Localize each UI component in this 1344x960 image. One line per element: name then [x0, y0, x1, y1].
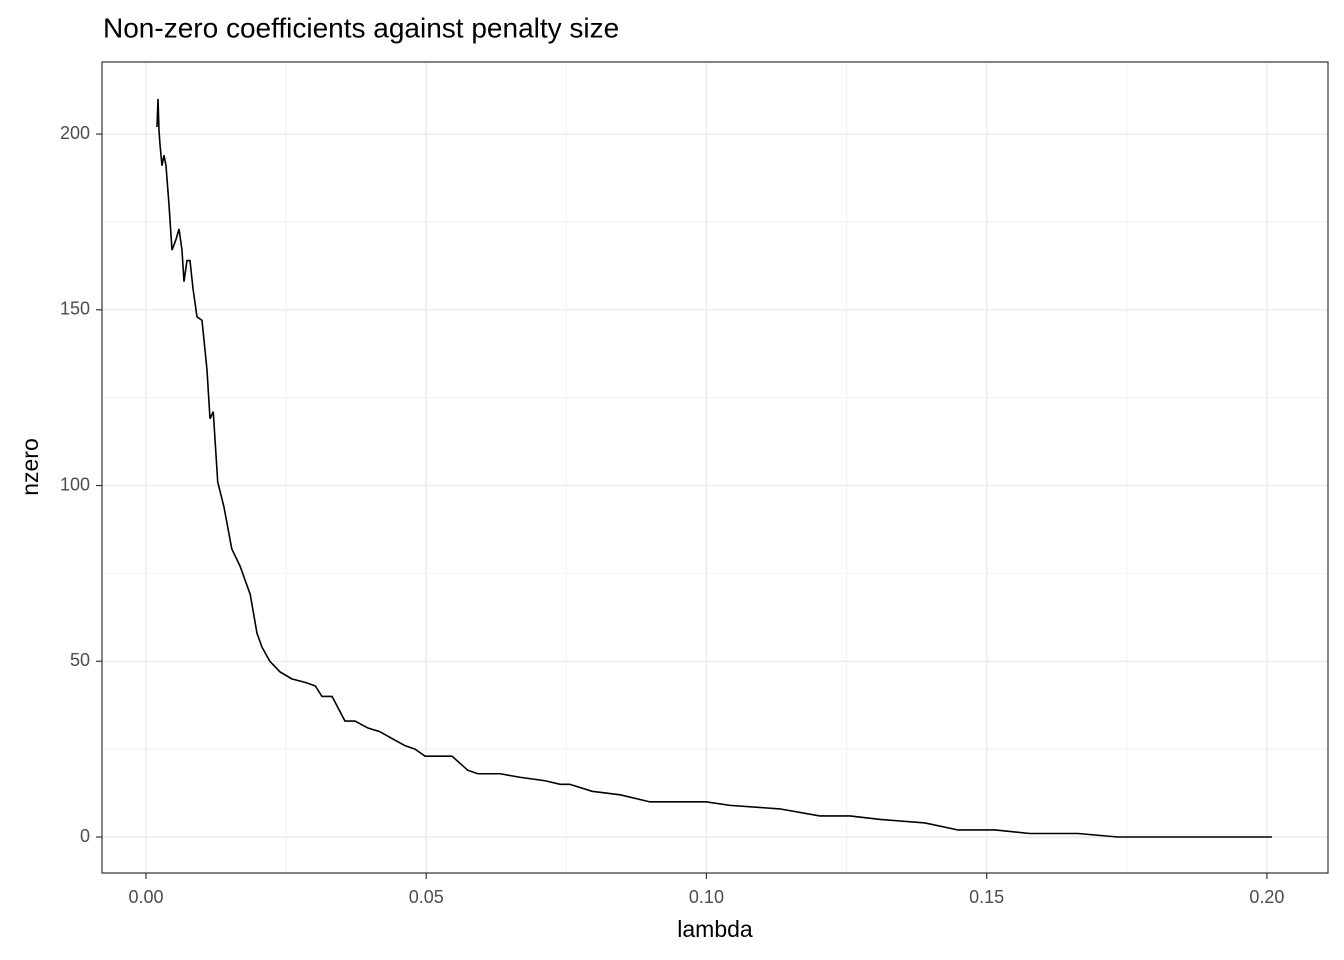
x-tick-label: 0.15: [969, 887, 1004, 907]
x-tick-label: 0.10: [689, 887, 724, 907]
x-axis-title: lambda: [677, 916, 753, 942]
y-tick-label: 150: [60, 299, 90, 319]
y-tick-label: 0: [80, 826, 90, 846]
y-axis-title: nzero: [17, 438, 43, 496]
x-tick-label: 0.20: [1249, 887, 1284, 907]
y-tick-label: 100: [60, 474, 90, 494]
chart-title: Non-zero coefficients against penalty si…: [103, 12, 619, 43]
y-tick-label: 200: [60, 123, 90, 143]
y-tick-label: 50: [70, 650, 90, 670]
data-line: [156, 98, 1272, 838]
panel-border: [101, 61, 1329, 874]
x-tick-label: 0.00: [128, 887, 163, 907]
x-tick-label: 0.05: [409, 887, 444, 907]
